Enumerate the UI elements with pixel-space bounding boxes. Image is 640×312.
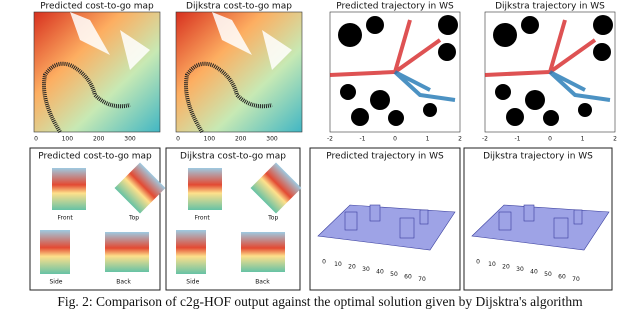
panel-title: Predicted cost-to-go map — [38, 152, 152, 162]
x-tick-label: 100 — [204, 136, 216, 143]
3d-scenes — [317, 204, 610, 251]
axis-tick-label: 30 — [362, 266, 370, 273]
axis-tick-label: 60 — [558, 274, 566, 281]
cube-views — [40, 162, 302, 274]
view-label: Top — [267, 215, 278, 222]
axis-tick-label: 0 — [322, 259, 326, 266]
axis-tick-label: 10 — [488, 261, 496, 268]
panel-title: Dijkstra cost-to-go map — [180, 152, 286, 162]
view-label: Back — [255, 279, 270, 286]
x-tick-label: -1 — [360, 136, 366, 143]
axis-tick-label: 70 — [572, 276, 580, 283]
panel-title: Predicted trajectory in WS — [336, 2, 454, 12]
axis-tick-label: 10 — [334, 261, 342, 268]
x-tick-label: 2 — [613, 136, 617, 143]
axis-tick-label: 70 — [418, 276, 426, 283]
view-label: Back — [116, 279, 131, 286]
axis-tick-label: 50 — [544, 271, 552, 278]
trajectory-panel — [329, 11, 461, 133]
view-label: Front — [58, 215, 74, 222]
axis-tick-label: 0 — [476, 259, 480, 266]
x-tick-label: -2 — [482, 136, 488, 143]
heatmap-panel — [175, 11, 303, 134]
panel-title: Dijkstra trajectory in WS — [495, 2, 605, 12]
x-tick-label: 100 — [62, 136, 74, 143]
view-label: Front — [195, 215, 211, 222]
axis-tick-label: 20 — [348, 264, 356, 271]
panel-title: Predicted trajectory in WS — [326, 152, 444, 162]
x-tick-label: 300 — [124, 136, 136, 143]
view-label: Side — [186, 279, 199, 286]
heatmap-panel — [33, 11, 161, 134]
panel-frames — [29, 147, 613, 291]
view-label: Top — [128, 215, 139, 222]
panel-title: Predicted cost-to-go map — [40, 2, 154, 12]
x-tick-label: 200 — [235, 136, 247, 143]
x-tick-label: 2 — [458, 136, 462, 143]
x-tick-label: 0 — [548, 136, 552, 143]
axis-tick-label: 60 — [404, 274, 412, 281]
x-tick-label: 0 — [176, 136, 180, 143]
view-label: Side — [50, 279, 63, 286]
x-tick-label: 200 — [93, 136, 105, 143]
x-tick-label: -2 — [327, 136, 333, 143]
x-tick-label: -1 — [515, 136, 521, 143]
trajectory-panel — [484, 11, 616, 133]
panel-title: Dijkstra cost-to-go map — [186, 2, 292, 12]
x-tick-label: 1 — [581, 136, 585, 143]
axis-tick-label: 40 — [376, 269, 384, 276]
axis-tick-label: 20 — [502, 264, 510, 271]
caption: Fig. 2: Comparison of c2g-HOF output aga… — [57, 294, 583, 309]
x-tick-label: 300 — [266, 136, 278, 143]
panel-title: Dijkstra trajectory in WS — [483, 152, 593, 162]
axis-tick-label: 50 — [390, 271, 398, 278]
x-tick-label: 1 — [426, 136, 430, 143]
x-tick-label: 0 — [34, 136, 38, 143]
axis-tick-label: 30 — [516, 266, 524, 273]
x-tick-label: 0 — [393, 136, 397, 143]
axis-tick-label: 40 — [530, 269, 538, 276]
